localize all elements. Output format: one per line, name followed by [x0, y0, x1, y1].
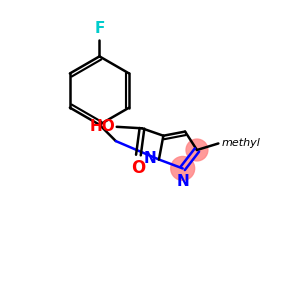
- Text: N: N: [177, 174, 190, 189]
- Text: O: O: [131, 159, 146, 177]
- Text: F: F: [94, 22, 105, 37]
- Circle shape: [186, 139, 208, 161]
- Text: N: N: [144, 151, 157, 166]
- Circle shape: [171, 157, 195, 180]
- Text: methyl: methyl: [222, 138, 261, 148]
- Text: HO: HO: [89, 119, 115, 134]
